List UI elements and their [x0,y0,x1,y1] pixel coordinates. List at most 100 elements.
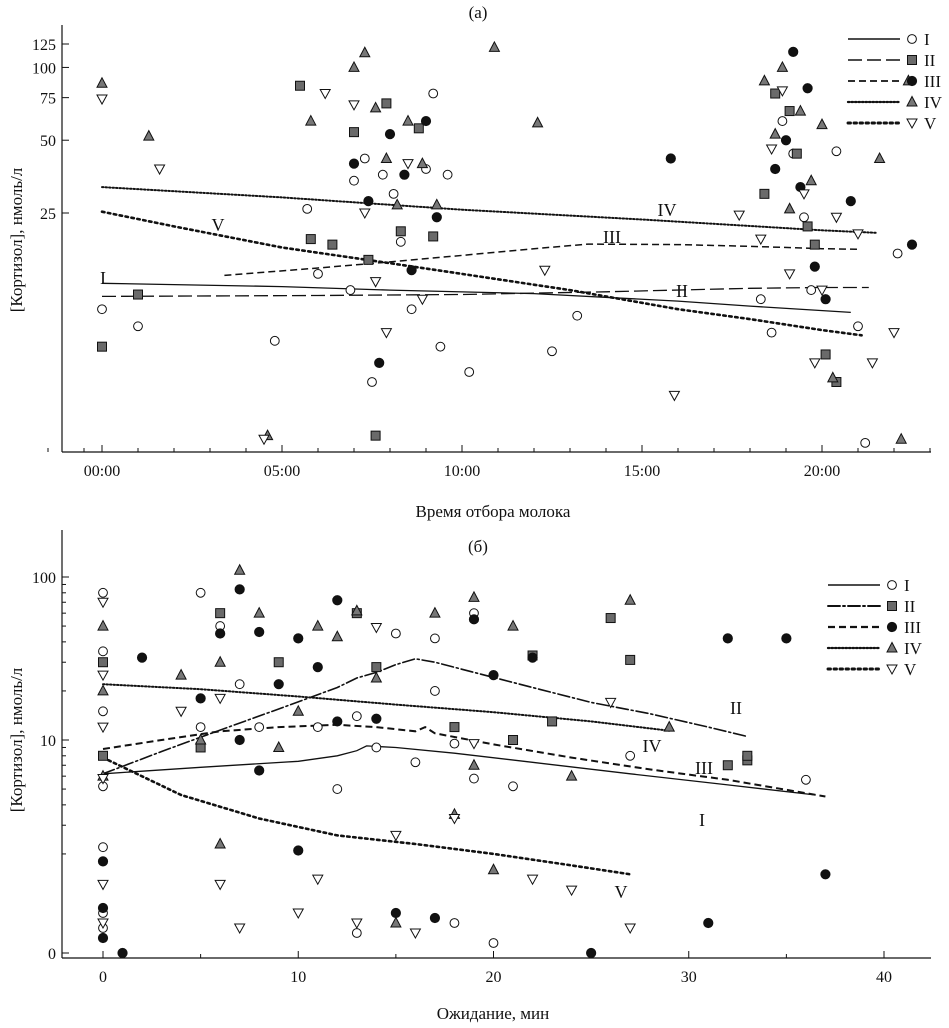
point-series-III [363,195,374,207]
x-tick-label: 30 [681,969,697,986]
point-series-I [428,88,439,99]
point-series-V [776,86,789,97]
panel-a-y-ticks: 25 50 75 100 125 [32,37,69,223]
panel-a-x-ticks: 00:00 05:00 10:00 15:00 20:00 [47,445,931,480]
point-series-V [348,100,360,111]
line-label-IV: IV [643,736,662,756]
point-series-III [332,716,343,727]
legend-label: V [924,114,937,133]
point-series-IV [370,671,383,683]
legend-label: III [904,618,921,637]
point-series-IV [369,101,382,113]
point-series-I [469,773,479,784]
point-series-III [374,357,385,368]
line-label-I: I [699,810,705,830]
point-series-IV [96,76,108,88]
point-series-I [801,774,811,785]
point-series-IV [816,118,828,130]
point-series-V [97,597,109,609]
point-series-V [526,874,539,886]
line-label-II: II [730,698,742,718]
y-tick-label: 50 [40,133,56,150]
point-series-II [98,750,108,761]
point-series-V [350,918,363,930]
point-series-IV [468,758,480,770]
x-tick-label: 05:00 [264,463,300,480]
point-series-I [269,335,280,346]
point-series-IV [331,630,344,642]
point-series-IV [624,593,637,605]
point-series-II [784,106,795,117]
point-series-I [390,628,401,639]
point-series-III [420,115,432,127]
point-series-III [97,856,109,867]
point-series-I [98,587,108,598]
point-series-V [97,774,109,785]
panel-a-fit-lines [100,186,877,337]
panel-a-label: (а) [469,3,488,22]
point-series-III [809,261,820,272]
point-series-II [820,349,831,360]
point-series-IV [194,733,207,745]
point-series-IV [939,334,949,344]
point-series-II [215,608,226,619]
point-series-V [733,210,746,222]
legend-label: V [904,660,917,679]
legend-marker-swatch [906,118,918,130]
point-series-I [831,146,842,157]
legend-marker-swatch [906,95,918,107]
point-series-V [816,285,828,297]
point-series-I [302,203,313,214]
point-series-I [349,175,359,186]
point-series-V [624,923,637,935]
panel-a-points [96,40,949,473]
fit-line-V [101,756,632,876]
point-series-III [406,265,417,276]
point-series-II [370,430,381,441]
point-series-V [97,879,109,891]
point-series-V [175,706,187,718]
point-series-IV [769,127,782,139]
point-series-II [327,239,338,250]
point-series-I [449,918,460,928]
y-tick-label: 125 [32,37,56,54]
point-series-I [332,784,343,794]
point-series-II [273,657,284,668]
point-series-V [402,159,414,170]
point-series-I [625,750,636,761]
point-series-V [370,622,383,634]
point-series-IV [468,590,480,602]
legend-marker-swatch [907,34,917,44]
legend-item-IV: IV [846,93,943,112]
legend-marker-swatch [887,601,897,611]
legend-label: I [904,576,910,595]
point-series-III [468,614,480,625]
point-series-V [214,879,226,891]
point-series-II [371,662,382,673]
fit-line-III [102,723,826,798]
point-series-III [781,633,792,644]
point-series-III [703,917,714,929]
legend-marker-swatch [887,580,897,590]
legend-item-III: III [848,72,941,91]
point-series-I [312,722,323,732]
point-series-IV [380,151,393,164]
point-series-I [195,587,206,598]
fit-line-V [100,210,863,337]
point-series-V [380,328,393,339]
legend-marker-swatch [886,641,898,653]
point-series-IV [805,174,818,186]
point-series-II [547,716,558,727]
point-series-III [488,670,499,681]
point-series-III [820,294,831,305]
point-series-III [749,464,758,473]
point-series-II [759,188,770,199]
point-series-IV [253,606,266,618]
point-series-III [332,595,343,606]
point-series-V [448,813,461,825]
point-series-I [313,268,323,279]
point-series-I [351,711,362,722]
point-series-II [508,735,519,745]
